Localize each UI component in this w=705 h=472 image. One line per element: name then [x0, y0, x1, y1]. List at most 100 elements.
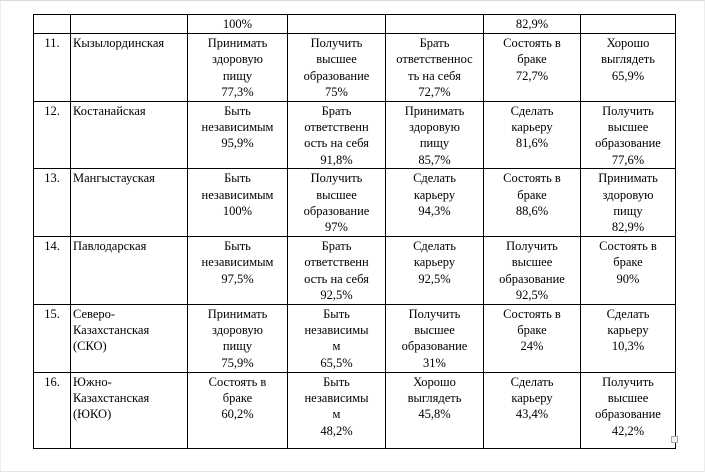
region-cell: Северо- Казахстанская (СКО) [70, 303, 188, 373]
value-pct: 60,2% [221, 407, 254, 422]
row-number-cell: 13. [33, 168, 71, 237]
value-cell: Быть независимым 95,9% [187, 100, 288, 170]
region-cell [70, 14, 188, 34]
value-cell: Принимать здоровую пищу 75,9% [187, 303, 288, 373]
value-cell: Состоять в браке 24% [483, 303, 581, 373]
value-cell: 100% [187, 14, 288, 34]
value-cell: Быть независимым 97,5% [187, 235, 288, 305]
value-cell [287, 14, 386, 34]
value-pct: 88,6% [515, 204, 549, 219]
value-cell: Быть независимы м 48,2% [287, 371, 386, 449]
value-cell: Сделать карьеру 81,6% [483, 100, 581, 170]
value-pct: 45,8% [418, 407, 451, 422]
value-label: Быть независимы м [304, 374, 369, 422]
value-pct: 65,9% [611, 68, 645, 83]
value-pct: 24% [520, 339, 544, 354]
value-cell: Быть независимым 100% [187, 168, 288, 237]
value-label: Быть независимым [201, 103, 274, 135]
value-cell: Брать ответственн ость на себя 92,5% [287, 235, 386, 305]
table-row: 12. Костанайская Быть независимым 95,9% Б… [33, 100, 676, 170]
value-pct: 92,5% [515, 288, 549, 303]
value-label: Сделать карьеру [413, 238, 456, 270]
table-row: 15. Северо- Казахстанская (СКО) Принимат… [33, 303, 676, 373]
value-label: Принимать здоровую пищу [207, 36, 268, 83]
value-label: Хорошо выглядеть [601, 36, 655, 67]
table-row: 13. Мангыстауская Быть независимым 100% П… [33, 168, 676, 237]
value-cell: Состоять в браке 72,7% [483, 33, 581, 102]
value-cell: Хорошо выглядеть 65,9% [580, 33, 676, 102]
table-row-continuation: 100% 82,9% [33, 14, 676, 34]
value-label: Получить высшее образование [499, 238, 565, 286]
value-pct: 97% [325, 220, 348, 235]
value-pct: 94,3% [418, 204, 451, 219]
value-cell: Сделать карьеру 92,5% [385, 235, 484, 305]
row-number-cell: 15. [33, 303, 71, 373]
value-pct: 48,2% [320, 423, 353, 438]
value-cell: Состоять в браке 88,6% [483, 168, 581, 237]
value-cell: Принимать здоровую пищу 77,3% [187, 33, 288, 102]
value-label: Хорошо выглядеть [407, 374, 462, 405]
value-label: Быть независимым [201, 238, 274, 270]
value-pct: 77,6% [611, 152, 645, 167]
table-row: 11. Кызылординская Принимать здоровую пи… [33, 33, 676, 102]
value-label: Брать ответственнос ть на себя [396, 36, 473, 83]
value-cell: Получить высшее образование 42,2% [580, 371, 676, 449]
value-label: Брать ответственн ость на себя [304, 238, 369, 286]
row-number-cell: 14. [33, 235, 71, 305]
value-cell: Получить высшее образование 92,5% [483, 235, 581, 305]
value-label: Получить высшее образование [303, 36, 370, 83]
row-number-cell [33, 14, 71, 34]
value-pct: 97,5% [221, 271, 254, 286]
region-cell: Мангыстауская [70, 168, 188, 237]
value-pct: 81,6% [515, 136, 549, 151]
value-cell: Получить высшее образование 97% [287, 168, 386, 237]
value-pct: 92,5% [418, 271, 451, 286]
value-label: Состоять в браке [503, 171, 561, 202]
value-pct: 85,7% [418, 152, 451, 167]
value-cell: Принимать здоровую пищу 82,9% [580, 168, 676, 237]
value-cell: Быть независимы м 65,5% [287, 303, 386, 373]
value-cell: Принимать здоровую пищу 85,7% [385, 100, 484, 170]
value-label: Состоять в браке [503, 306, 561, 337]
value-label: Состоять в браке [208, 374, 267, 405]
value-pct: 72,7% [418, 85, 451, 100]
value-label: Получить высшее образование [595, 374, 661, 422]
value-label: Получить высшее образование [595, 103, 661, 151]
value-label: Сделать карьеру [510, 103, 554, 135]
value-pct: 43,4% [515, 407, 549, 422]
value-label: Брать ответственн ость на себя [304, 103, 369, 151]
value-label: Принимать здоровую пищу [598, 171, 658, 219]
value-label: Сделать карьеру [510, 374, 554, 405]
value-pct: 72,7% [515, 68, 549, 83]
value-label: Получить высшее образование [303, 171, 370, 219]
value-cell: Брать ответственн ость на себя 91,8% [287, 100, 386, 170]
value-label: Быть независимым [201, 171, 274, 202]
value-label: Быть независимы м [304, 306, 369, 354]
region-cell: Павлодарская [70, 235, 188, 305]
value-label: Принимать здоровую пищу [207, 306, 268, 354]
value-pct: 91,8% [320, 152, 353, 167]
value-pct: 90% [616, 271, 640, 286]
value-pct: 65,5% [320, 355, 353, 370]
value-cell: Получить высшее образование 31% [385, 303, 484, 373]
value-label: Состоять в браке [599, 238, 657, 270]
table-resize-handle-icon [671, 436, 678, 443]
table-row: 16. Южно- Казахстанская (ЮКО) Состоять в… [33, 371, 676, 449]
value-pct: 10,3% [611, 339, 645, 354]
value-pct: 75,9% [221, 355, 254, 370]
value-pct: 42,2% [611, 423, 645, 438]
regions-survey-table: 100% 82,9% 11. Кызылординская Принимать … [33, 14, 676, 449]
value-pct: 77,3% [221, 85, 254, 100]
row-number-cell: 12. [33, 100, 71, 170]
row-number-cell: 11. [33, 33, 71, 102]
value-cell: 82,9% [483, 14, 581, 34]
value-pct: 100% [222, 204, 253, 219]
value-pct: 31% [423, 355, 446, 370]
value-label: Принимать здоровую пищу [404, 103, 465, 151]
region-cell: Южно- Казахстанская (ЮКО) [70, 371, 188, 449]
value-label: Сделать карьеру [606, 306, 650, 337]
value-pct: 92,5% [320, 288, 353, 303]
value-label: Состоять в браке [503, 36, 561, 67]
value-cell: Состоять в браке 60,2% [187, 371, 288, 449]
value-cell: Сделать карьеру 10,3% [580, 303, 676, 373]
